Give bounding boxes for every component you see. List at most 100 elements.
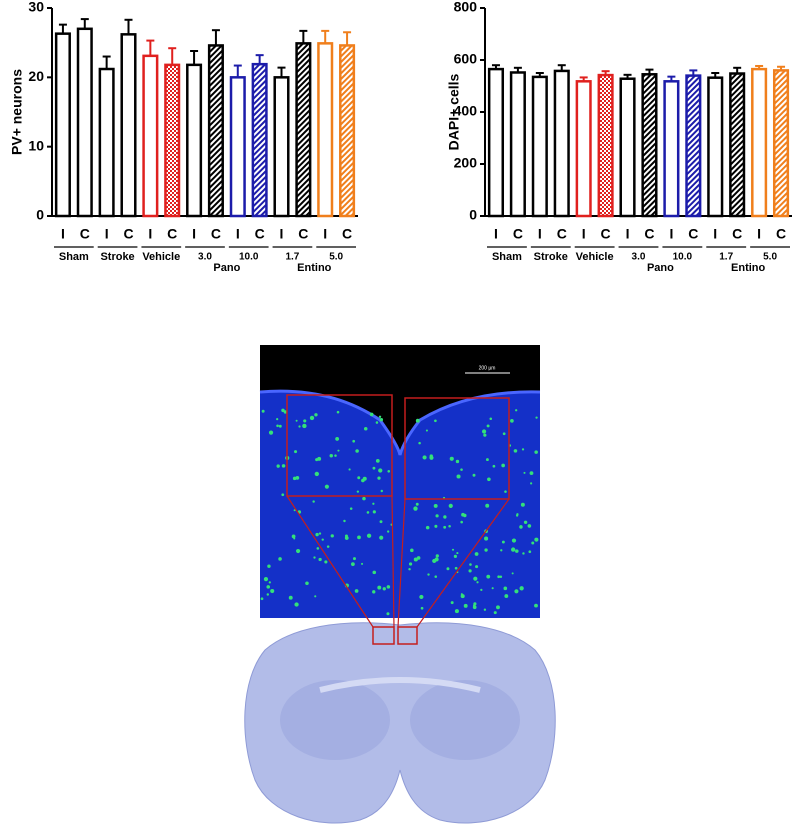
cell: [499, 575, 503, 579]
cell: [318, 532, 322, 535]
cell: [343, 519, 346, 523]
group-label: 3.0: [632, 252, 646, 263]
cell: [453, 554, 457, 558]
cell: [372, 510, 376, 514]
x-tick-label: C: [255, 226, 265, 242]
cell: [468, 569, 472, 573]
cell: [387, 469, 391, 473]
cell: [348, 468, 351, 471]
bar: [186, 63, 203, 218]
supergroup-label: Entino: [731, 262, 765, 274]
group-label: 1.7: [719, 252, 733, 263]
cell: [305, 581, 309, 586]
x-tick-label: I: [757, 226, 761, 242]
cell: [334, 454, 337, 457]
roi-box: [372, 626, 395, 645]
cell: [372, 502, 375, 505]
cell: [516, 513, 519, 516]
cell: [379, 520, 383, 524]
cell: [349, 507, 353, 510]
x-tick-label: C: [732, 226, 742, 242]
cell: [281, 408, 285, 413]
group-label: Sham: [59, 251, 89, 263]
cell: [455, 459, 460, 464]
group-label: 5.0: [329, 252, 343, 263]
cell: [378, 415, 382, 419]
cell: [379, 535, 384, 540]
cell: [489, 417, 493, 421]
cell: [294, 602, 299, 607]
cell: [460, 520, 463, 524]
cell: [366, 533, 372, 538]
cell: [523, 520, 528, 525]
cell: [335, 437, 340, 441]
bar: [98, 67, 115, 218]
supergroup-label: Pano: [213, 262, 240, 274]
cell: [473, 576, 478, 581]
x-tick-label: I: [538, 226, 542, 242]
cell: [362, 496, 366, 501]
x-tick-label: I: [323, 226, 327, 242]
cell: [502, 432, 506, 436]
y-tick-label: 0: [36, 207, 44, 223]
cell: [344, 536, 349, 540]
cell: [519, 586, 524, 591]
cell: [416, 556, 421, 560]
inset-box: [286, 394, 393, 497]
cell: [446, 567, 450, 571]
cell: [378, 468, 383, 473]
bar: [295, 42, 312, 218]
cell: [316, 547, 320, 550]
cell: [361, 562, 364, 565]
cell: [429, 454, 433, 458]
bar: [164, 63, 181, 218]
cell: [534, 603, 538, 608]
cell: [497, 575, 501, 579]
cell: [531, 541, 535, 545]
cell: [314, 471, 320, 477]
cell: [303, 419, 307, 423]
cell: [474, 552, 479, 556]
cell: [276, 464, 280, 468]
group-label: Sham: [492, 251, 522, 263]
x-tick-label: I: [494, 226, 498, 242]
x-tick-label: C: [123, 226, 133, 242]
cell: [460, 468, 463, 471]
group-label: 3.0: [198, 252, 212, 263]
cell: [501, 540, 505, 544]
bar: [76, 27, 93, 218]
x-tick-label: I: [192, 226, 196, 242]
y-tick-label: 600: [454, 51, 478, 67]
x-tick-label: C: [513, 226, 523, 242]
bar: [487, 67, 505, 218]
cell: [361, 478, 365, 483]
cell: [504, 594, 509, 599]
cell: [278, 557, 282, 561]
cell: [472, 473, 476, 477]
cell: [366, 511, 370, 514]
bar: [575, 80, 592, 218]
cell: [313, 556, 316, 559]
cell: [513, 449, 518, 453]
cell: [326, 545, 330, 548]
cell: [377, 476, 381, 480]
cell: [510, 418, 514, 423]
bar: [729, 72, 746, 218]
cell: [357, 535, 361, 540]
cell: [487, 477, 491, 482]
cell: [449, 456, 454, 461]
bar: [685, 74, 702, 218]
bar: [772, 69, 790, 218]
x-tick-label: I: [236, 226, 240, 242]
y-tick-label: 30: [28, 0, 44, 15]
cell: [379, 418, 384, 422]
bar: [273, 76, 290, 218]
cell: [386, 585, 391, 589]
x-tick-label: C: [342, 226, 352, 242]
inset-box: [404, 397, 510, 500]
cell: [425, 429, 428, 432]
cell: [503, 586, 508, 591]
cell: [433, 503, 438, 508]
x-tick-label: I: [148, 226, 152, 242]
